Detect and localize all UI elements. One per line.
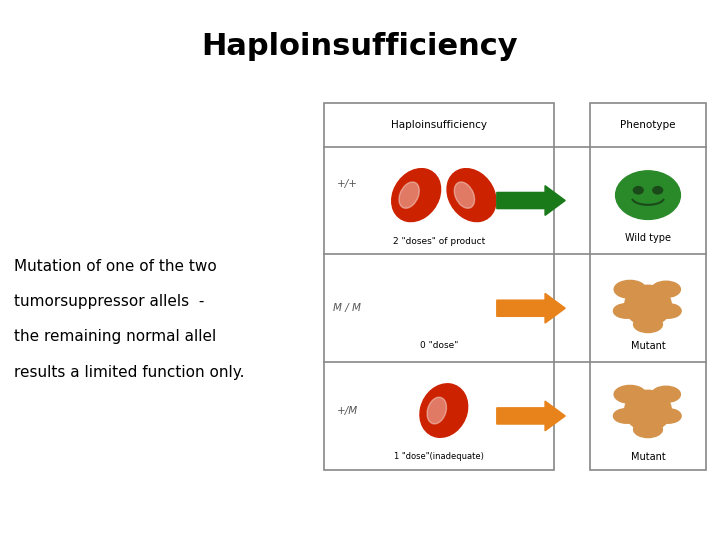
Text: 0 "dose": 0 "dose" (420, 341, 459, 350)
Ellipse shape (614, 386, 646, 403)
FancyArrow shape (497, 401, 565, 431)
Ellipse shape (454, 182, 474, 208)
Circle shape (634, 187, 643, 194)
Ellipse shape (392, 168, 441, 221)
Ellipse shape (447, 168, 496, 221)
Ellipse shape (420, 384, 468, 437)
Circle shape (616, 171, 680, 219)
Ellipse shape (427, 397, 446, 424)
FancyArrow shape (497, 186, 565, 215)
Text: +/+: +/+ (336, 179, 358, 190)
Ellipse shape (634, 421, 662, 437)
Text: Mutant: Mutant (631, 452, 665, 462)
Ellipse shape (613, 409, 639, 423)
Text: results a limited function only.: results a limited function only. (14, 364, 245, 380)
Text: M / M: M / M (333, 303, 361, 313)
Text: Haploinsufficiency: Haploinsufficiency (391, 120, 487, 130)
Ellipse shape (613, 303, 639, 318)
FancyArrow shape (497, 293, 565, 323)
Ellipse shape (634, 316, 662, 333)
Text: Wild type: Wild type (625, 233, 671, 243)
Ellipse shape (624, 285, 671, 326)
Text: Mutant: Mutant (631, 341, 665, 351)
Text: 2 "doses" of product: 2 "doses" of product (393, 237, 485, 246)
Bar (590, 103, 706, 470)
Text: Phenotype: Phenotype (620, 120, 676, 130)
Ellipse shape (399, 182, 419, 208)
Ellipse shape (652, 281, 680, 298)
Circle shape (653, 187, 662, 194)
Text: Haploinsufficiency: Haploinsufficiency (202, 32, 518, 62)
Text: 1 "dose"(inadequate): 1 "dose"(inadequate) (395, 453, 484, 461)
Text: Mutation of one of the two: Mutation of one of the two (14, 259, 217, 274)
Bar (324, 103, 554, 470)
Text: the remaining normal allel: the remaining normal allel (14, 329, 217, 345)
Text: +/M: +/M (336, 406, 358, 416)
Ellipse shape (614, 280, 646, 298)
Text: tumorsuppressor allels  -: tumorsuppressor allels - (14, 294, 204, 309)
Ellipse shape (655, 409, 681, 423)
Ellipse shape (655, 303, 681, 318)
Ellipse shape (624, 390, 671, 431)
Ellipse shape (652, 386, 680, 402)
